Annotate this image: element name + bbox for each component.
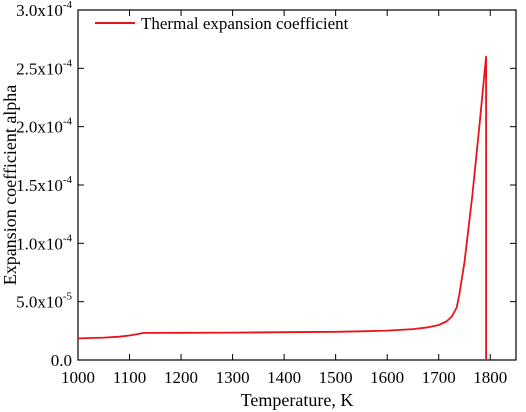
series-layer	[77, 55, 488, 360]
y-tick-label: 2.0x10-4	[16, 116, 72, 137]
series-line	[77, 55, 488, 360]
x-tick-label: 1200	[164, 368, 198, 387]
y-axis: 0.0 5.0x10-5 1.0x10-4 1.5x10-4 2.0x10-4 2.5x1…	[16, 0, 516, 370]
y-tick-label: 5.0x10-5	[16, 291, 72, 312]
y-tick-label: 0.0	[51, 351, 72, 370]
y-tick-label: 3.0x10-4	[16, 0, 72, 20]
legend-label: Thermal expansion coefficient	[141, 14, 349, 33]
legend: Thermal expansion coefficient	[95, 14, 349, 33]
plot-frame	[77, 9, 517, 361]
x-tick-label: 1600	[370, 368, 404, 387]
x-tick-label: 1400	[267, 368, 301, 387]
x-tick-label: 1300	[216, 368, 250, 387]
y-tick-label: 1.5x10-4	[16, 174, 72, 195]
x-tick-label: 1500	[319, 368, 353, 387]
x-tick-label: 1000	[61, 368, 95, 387]
x-tick-label: 1800	[473, 368, 507, 387]
y-tick-label: 2.5x10-4	[16, 57, 72, 78]
x-tick-label: 1100	[113, 368, 146, 387]
x-axis-label: Temperature, K	[241, 390, 354, 410]
y-tick-label: 1.0x10-4	[16, 232, 72, 253]
x-tick-label: 1700	[422, 368, 456, 387]
plot-area	[77, 9, 517, 361]
y-axis-label: Expansion coefficient alpha	[0, 85, 20, 286]
x-axis: 1000 1100 1200 1300 1400 1500 1600 1700 1800	[61, 10, 507, 387]
